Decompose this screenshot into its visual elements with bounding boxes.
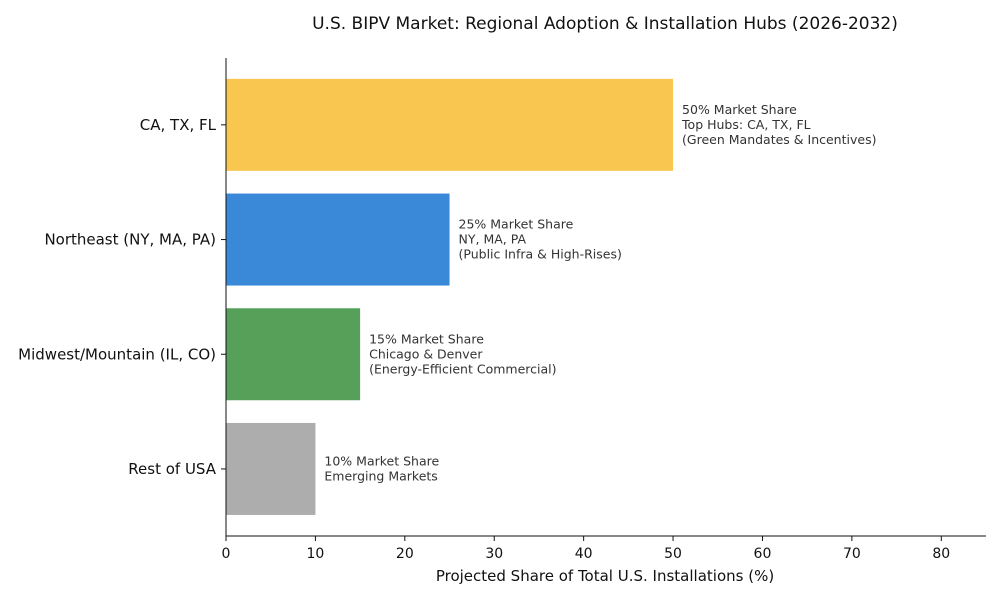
x-tick-label-2: 20	[396, 546, 414, 562]
x-axis-label: Projected Share of Total U.S. Installati…	[436, 567, 774, 585]
bar-annotation-2-0: 15% Market Share	[369, 331, 484, 346]
x-tick-label-7: 70	[843, 546, 861, 562]
bar-annotation-0-1: Top Hubs: CA, TX, FL	[681, 117, 811, 132]
bar-annotation-3-0: 10% Market Share	[324, 453, 439, 468]
x-tick-label-1: 10	[306, 546, 324, 562]
bar-0	[226, 78, 674, 171]
x-tick-label-8: 80	[932, 546, 950, 562]
x-tick-label-0: 0	[222, 546, 231, 562]
bar-annotation-1-2: (Public Infra & High-Rises)	[459, 247, 622, 262]
bar-annotation-0-0: 50% Market Share	[682, 102, 797, 117]
bar-annotation-3-1: Emerging Markets	[324, 468, 437, 483]
bar-annotation-1-1: NY, MA, PA	[459, 232, 527, 247]
x-tick-label-3: 30	[485, 546, 503, 562]
bar-annotation-2-1: Chicago & Denver	[369, 346, 483, 361]
bar-annotation-0-2: (Green Mandates & Incentives)	[682, 132, 876, 147]
bars-group	[226, 78, 674, 515]
bar-annotation-1-0: 25% Market Share	[459, 217, 574, 232]
x-tick-label-5: 50	[664, 546, 682, 562]
x-tick-label-4: 40	[575, 546, 593, 562]
chart-title: U.S. BIPV Market: Regional Adoption & In…	[312, 14, 898, 34]
category-label-2: Midwest/Mountain (IL, CO)	[18, 345, 216, 363]
x-axis: 0 10 20 30 40 50 60 70 80	[222, 535, 986, 562]
category-label-1: Northeast (NY, MA, PA)	[44, 231, 216, 249]
x-tick-label-6: 60	[754, 546, 772, 562]
bar-3	[226, 422, 316, 515]
category-labels-group: CA, TX, FL Northeast (NY, MA, PA) Midwest/…	[18, 116, 226, 478]
bar-2	[226, 308, 361, 401]
bar-1	[226, 193, 450, 286]
bar-annotation-2-2: (Energy-Efficient Commercial)	[369, 361, 556, 376]
category-label-3: Rest of USA	[128, 460, 216, 478]
category-label-0: CA, TX, FL	[140, 116, 217, 134]
